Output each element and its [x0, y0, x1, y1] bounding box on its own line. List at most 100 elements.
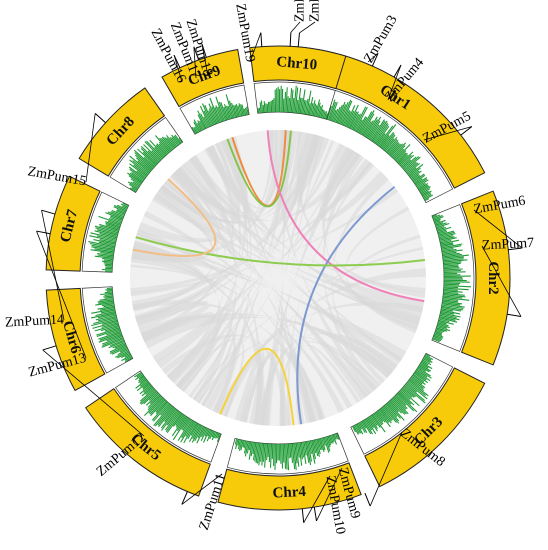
- density-bars: [432, 214, 472, 343]
- chromosome-block: [78, 87, 166, 177]
- background-link: [345, 206, 418, 331]
- gene-leader-line: [303, 475, 331, 523]
- density-bars: [234, 433, 340, 471]
- gene-leader-line: [290, 21, 301, 33]
- background-link: [234, 349, 265, 425]
- gene-tick: [181, 491, 188, 505]
- background-links-layer: [130, 130, 426, 426]
- gene-density-track: [81, 81, 475, 475]
- chromosome-block: [45, 175, 101, 272]
- background-link: [322, 153, 380, 391]
- gene-label: ZmPum7: [482, 236, 535, 254]
- gene-marker-zmpum2: ZmPum2: [297, 0, 323, 47]
- chromosome-block: [161, 48, 245, 108]
- chromosome-chr3: Chr3: [364, 367, 486, 488]
- gene-tick: [371, 53, 379, 67]
- background-link: [135, 232, 403, 364]
- density-bars: [191, 94, 249, 135]
- gene-leader-line: [193, 46, 197, 79]
- gene-label: ZmPum2: [308, 0, 323, 22]
- gene-leader-line: [367, 52, 379, 63]
- gene-leader-line: [481, 245, 522, 317]
- gene-tick: [260, 32, 263, 47]
- chromosome-chr7: Chr7: [45, 175, 101, 272]
- gene-leader-line: [42, 349, 145, 437]
- synteny-link: [226, 130, 292, 208]
- gene-marker-zmpum3: ZmPum3: [362, 13, 401, 67]
- gene-leader-line: [423, 126, 472, 141]
- chromosome-chr6: Chr6: [45, 287, 106, 392]
- chromosome-block: [249, 45, 347, 90]
- chromosome-label: Chr10: [276, 54, 318, 73]
- gene-tick: [301, 508, 305, 523]
- chromosome-block: [45, 287, 106, 392]
- gene-tick: [364, 492, 371, 507]
- gene-leader-line: [181, 473, 223, 505]
- gene-tick: [460, 126, 473, 136]
- synteny-link: [296, 186, 396, 425]
- gene-leader-line: [249, 32, 262, 63]
- chromosome-label: Chr2: [485, 261, 501, 294]
- gene-marker-zmpum1: ZmPum1: [289, 0, 308, 47]
- background-link: [321, 144, 419, 334]
- background-link: [295, 344, 361, 425]
- gene-leader-line: [85, 113, 96, 183]
- synteny-link: [219, 347, 295, 426]
- chromosome-chr10: Chr10: [249, 45, 347, 90]
- gene-marker-zmpum7: ZmPum7: [481, 236, 535, 317]
- background-link: [262, 134, 319, 426]
- gene-leader-line: [201, 43, 209, 77]
- gene-label: ZmPum15: [26, 164, 87, 189]
- background-link: [166, 166, 227, 378]
- chromosome-block: [460, 190, 511, 366]
- chromosome-chr8: Chr8: [78, 87, 166, 177]
- chromosome-chr9: Chr9: [161, 48, 245, 108]
- gene-label: ZmPum1: [293, 0, 308, 22]
- gene-leader-line: [369, 431, 403, 507]
- gene-tick: [507, 313, 522, 317]
- gene-leader-line: [316, 467, 343, 522]
- gene-tick: [42, 345, 57, 351]
- gene-tick: [313, 507, 317, 522]
- density-bars: [90, 287, 133, 363]
- chromosome-label: Chr4: [272, 484, 307, 502]
- density-bars: [257, 85, 328, 120]
- gene-tick: [94, 113, 106, 124]
- density-bars: [352, 353, 434, 435]
- gene-tick: [297, 32, 300, 47]
- background-link: [218, 268, 426, 417]
- gene-tick: [289, 32, 292, 47]
- gene-leader-line: [387, 64, 402, 101]
- density-bars: [133, 371, 221, 444]
- background-link: [172, 150, 361, 221]
- chromosome-chr5: Chr5: [84, 388, 211, 497]
- gene-leader-line: [173, 54, 183, 83]
- background-link: [331, 176, 389, 384]
- background-link: [152, 158, 372, 363]
- chromosome-block: [364, 367, 486, 488]
- density-bars: [88, 202, 129, 272]
- background-link: [175, 338, 245, 417]
- gene-leader-line: [41, 210, 65, 321]
- gene-tick: [193, 46, 200, 61]
- chromosome-chr2: Chr2: [460, 190, 511, 366]
- gene-label: ZmPum3: [362, 13, 401, 66]
- background-link: [138, 139, 241, 242]
- background-link: [130, 264, 206, 320]
- gene-marker-zmpum14: ZmPum14: [5, 209, 65, 331]
- gene-tick: [36, 230, 51, 235]
- background-link: [158, 184, 368, 401]
- chromosome-chr4: Chr4: [217, 462, 362, 511]
- synteny-link: [135, 236, 426, 267]
- gene-leader-line: [473, 209, 523, 249]
- synteny-link: [266, 130, 425, 303]
- gene-leader-line: [299, 21, 316, 34]
- chromosome-block: [217, 462, 362, 511]
- gene-tick: [508, 247, 523, 251]
- highlighted-links-layer: [132, 130, 426, 426]
- chromosome-label: Chr7: [58, 207, 82, 244]
- gene-label: ZmPum14: [5, 313, 65, 331]
